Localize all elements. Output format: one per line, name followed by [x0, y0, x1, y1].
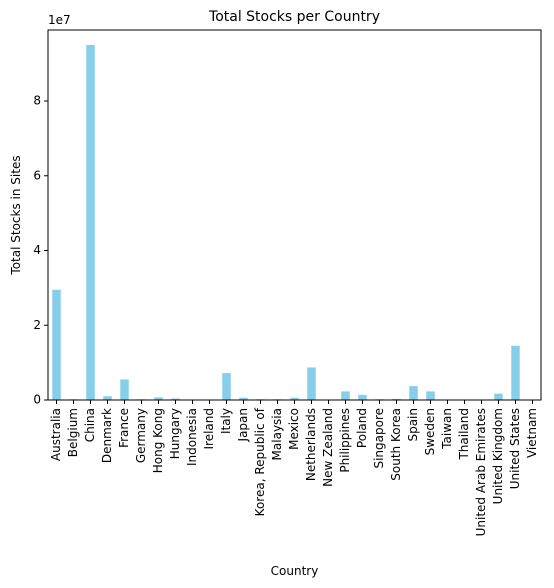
x-tick-label: Vietnam: [525, 408, 539, 458]
bar-netherlands: [307, 367, 316, 400]
x-tick-label: New Zealand: [321, 408, 335, 487]
bar-italy: [222, 373, 231, 400]
x-tick-label: Philippines: [338, 408, 352, 473]
bar-denmark: [103, 396, 112, 400]
x-tick-label: Germany: [134, 408, 148, 463]
x-tick-label: France: [117, 408, 131, 448]
x-tick-label: Korea, Republic of: [253, 407, 267, 516]
x-tick-label: Spain: [406, 408, 420, 442]
bar-japan: [239, 397, 248, 400]
x-axis: Australia Belgium China Denmark France German…: [49, 400, 539, 536]
bar-sweden: [426, 391, 435, 400]
plot-frame: [47, 29, 542, 401]
y-axis-offset-label: 1e7: [48, 13, 71, 27]
x-tick-label: Mexico: [287, 408, 301, 450]
y-tick-label: 2: [33, 318, 41, 332]
bar-australia: [52, 289, 61, 400]
x-tick-label: Poland: [355, 408, 369, 448]
x-tick-label: Hong Kong: [151, 408, 165, 473]
x-tick-label: Taiwan: [440, 408, 454, 450]
bar-poland: [358, 394, 367, 400]
x-tick-label: Italy: [219, 408, 233, 434]
bar-china: [86, 44, 95, 400]
bar-united-kingdom: [494, 393, 503, 400]
x-tick-label: Japan: [236, 408, 250, 442]
bar-hungary: [171, 398, 180, 400]
x-tick-label: United States: [508, 408, 522, 489]
x-tick-label: Malaysia: [270, 408, 284, 460]
x-tick-label: Belgium: [66, 408, 80, 457]
x-tick-label: Sweden: [423, 408, 437, 455]
x-tick-label: Singapore: [372, 408, 386, 469]
bar-united-states: [511, 345, 520, 400]
x-tick-label: Thailand: [457, 408, 471, 461]
bar-france: [120, 379, 129, 400]
bar-spain: [409, 386, 418, 400]
x-tick-label: South Korea: [389, 408, 403, 481]
x-axis-title: Country: [271, 564, 319, 578]
x-tick-label: United Kingdom: [491, 408, 505, 504]
x-tick-label: Australia: [49, 408, 63, 461]
y-tick-label: 4: [33, 243, 41, 257]
x-tick-label: Ireland: [202, 408, 216, 450]
x-tick-label: Indonesia: [185, 408, 199, 466]
x-tick-label: Hungary: [168, 408, 182, 459]
y-axis-title: Total Stocks in Sites: [9, 155, 23, 275]
x-tick-label: Netherlands: [304, 408, 318, 481]
chart-title: Total Stocks per Country: [208, 9, 380, 25]
bar-hong-kong: [154, 397, 163, 400]
y-tick-label: 0: [33, 393, 41, 407]
bar-philippines: [341, 391, 350, 400]
bars-group: [52, 44, 537, 400]
y-axis: 0 2 4 6 8: [33, 94, 48, 407]
bar-mexico: [290, 397, 299, 400]
bar-south-korea: [392, 398, 401, 400]
x-tick-label: China: [83, 408, 97, 442]
x-tick-label: United Arab Emirates: [474, 408, 488, 536]
y-tick-label: 8: [33, 94, 41, 108]
x-tick-label: Denmark: [100, 408, 114, 463]
y-tick-label: 6: [33, 168, 41, 182]
